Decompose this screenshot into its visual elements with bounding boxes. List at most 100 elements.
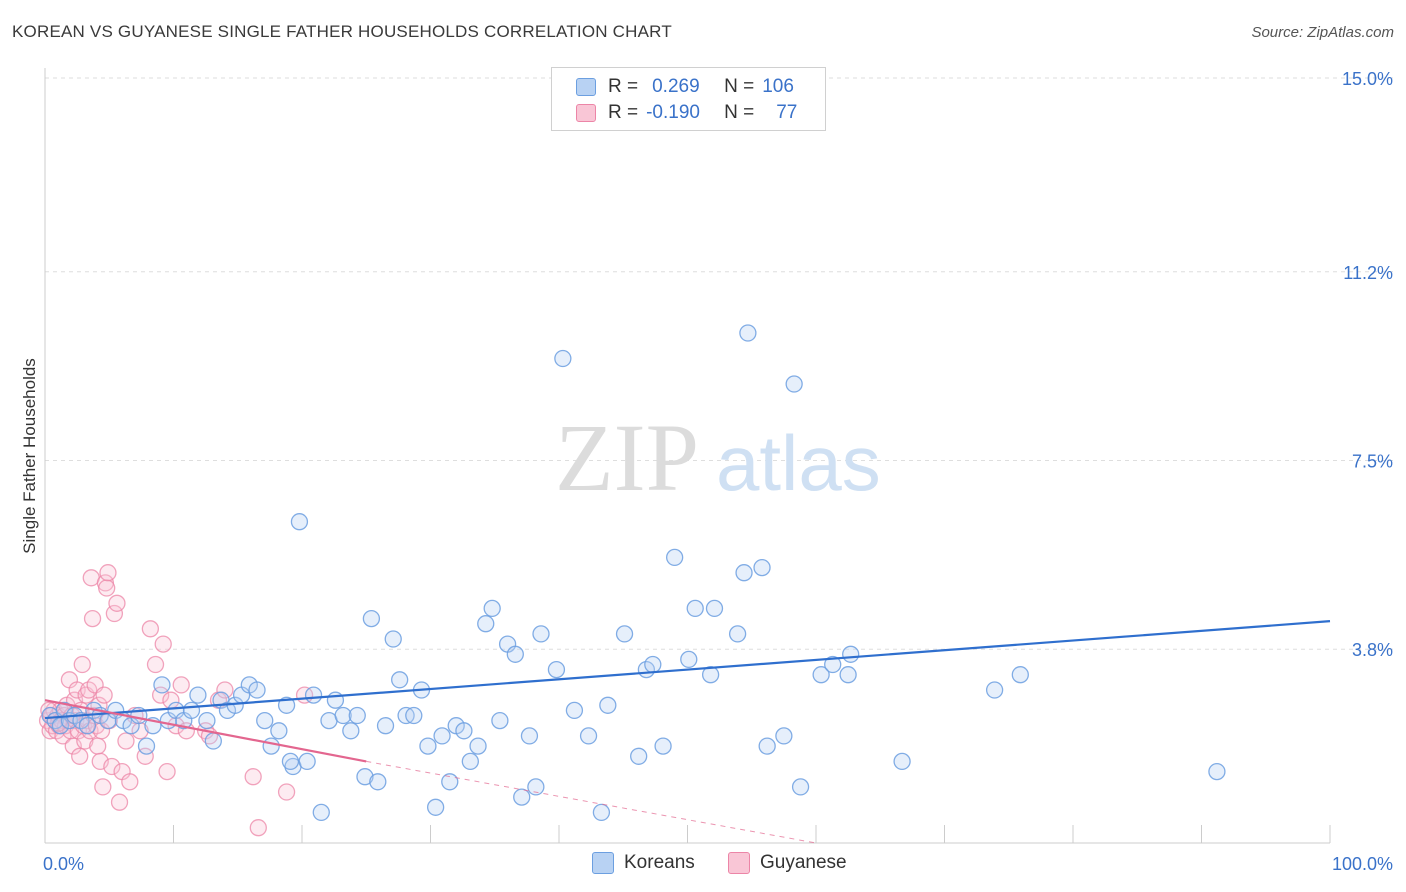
korean-point <box>630 747 648 765</box>
koreans-trend-line <box>44 620 1331 720</box>
korean-point <box>469 737 487 755</box>
korean-point <box>256 711 274 730</box>
guyanese-point <box>172 676 190 694</box>
guyanese-point <box>249 819 267 837</box>
guyanese-point <box>83 609 102 628</box>
koreans-legend-swatch <box>592 852 614 874</box>
koreans-r-label: R = <box>608 76 639 97</box>
guyanese-point <box>141 620 160 638</box>
guyanese-point <box>71 747 89 765</box>
koreans-n-label: N = <box>724 76 755 97</box>
guyanese-point <box>158 762 176 781</box>
korean-point <box>728 625 747 643</box>
korean-point <box>644 655 662 674</box>
guyanese-legend-swatch <box>728 852 750 874</box>
legend-row-koreans: R = 0.269 N = 106 <box>576 76 794 98</box>
korean-point <box>441 773 459 791</box>
guyanese-point <box>95 686 113 704</box>
guyanese-point <box>117 732 135 750</box>
korean-point <box>666 548 684 567</box>
korean-point <box>204 732 222 750</box>
korean-point <box>491 711 509 730</box>
korean-point <box>1011 666 1029 684</box>
y-tick-labels: 3.8% 7.5% 11.2% 15.0% <box>1342 69 1393 660</box>
guyanese-r-label: R = <box>608 102 639 123</box>
korean-point <box>277 696 296 714</box>
korean-point <box>248 681 266 699</box>
korean-point <box>290 513 309 531</box>
korean-point <box>739 324 757 342</box>
bottom-legend-koreans: Koreans <box>592 852 695 874</box>
guyanese-legend-label: Guyanese <box>760 852 847 873</box>
korean-point <box>775 727 793 745</box>
bottom-legend-guyanese: Guyanese <box>728 852 847 874</box>
guyanese-n-label: N = <box>724 102 755 123</box>
korean-point <box>182 701 201 720</box>
guyanese-r-value: -0.190 <box>646 102 700 123</box>
y-tick-label: 3.8% <box>1352 640 1393 660</box>
guyanese-point <box>216 681 234 699</box>
korean-point <box>735 564 753 582</box>
koreans-r-value: 0.269 <box>652 76 700 97</box>
guyanese-point <box>103 757 121 776</box>
y-tick-label: 11.2% <box>1343 263 1393 283</box>
chart-title: KOREAN VS GUYANESE SINGLE FATHER HOUSEHO… <box>12 22 672 41</box>
korean-point <box>477 615 495 633</box>
guyanese-point <box>121 773 139 791</box>
korean-point <box>705 599 724 618</box>
korean-point <box>615 625 634 643</box>
stats-legend: R = 0.269 N = 106 R = -0.190 N = 77 <box>551 67 826 131</box>
watermark-zip: ZIP <box>555 404 699 511</box>
guyanese-point <box>89 737 107 755</box>
korean-point <box>812 666 830 684</box>
korean-point <box>356 768 374 786</box>
guyanese-point <box>94 778 112 796</box>
korean-point <box>426 798 445 816</box>
x-tick-label-max: 100.0% <box>1332 854 1393 874</box>
korean-point <box>369 773 387 791</box>
guyanese-point <box>99 564 117 582</box>
korean-point <box>513 788 531 806</box>
guyanese-trend-extension <box>366 760 817 844</box>
korean-point <box>599 696 617 714</box>
koreans-legend-label: Koreans <box>624 852 695 873</box>
korean-point <box>461 752 479 771</box>
korean-point <box>405 706 423 725</box>
korean-point <box>686 599 704 618</box>
korean-point <box>198 711 216 730</box>
y-tick-label: 15.0% <box>1342 69 1393 89</box>
korean-point <box>1208 762 1226 781</box>
korean-point <box>839 666 857 684</box>
korean-point <box>520 727 539 745</box>
legend-row-guyanese: R = -0.190 N = 77 <box>576 102 797 124</box>
koreans-swatch <box>576 78 596 96</box>
korean-point <box>153 676 171 694</box>
y-axis-label: Single Father Households <box>20 358 39 554</box>
korean-point <box>362 609 381 628</box>
korean-point <box>758 737 776 755</box>
korean-point <box>326 691 345 709</box>
korean-point <box>785 375 803 393</box>
guyanese-trend-line <box>44 699 367 763</box>
guyanese-point <box>73 655 91 674</box>
koreans-n-value: 106 <box>762 76 794 97</box>
guyanese-point <box>244 768 262 786</box>
korean-point <box>483 599 501 618</box>
guyanese-point <box>105 604 124 623</box>
korean-point <box>592 803 611 822</box>
korean-point <box>262 737 280 755</box>
korean-point <box>455 722 473 740</box>
korean-point <box>391 671 409 689</box>
axes <box>44 68 1331 844</box>
koreans-points <box>41 324 1226 822</box>
korean-point <box>78 717 97 735</box>
korean-point <box>824 655 842 674</box>
guyanese-point <box>146 655 165 674</box>
korean-point <box>506 645 524 663</box>
korean-point <box>312 803 330 822</box>
gridlines <box>45 77 1395 650</box>
guyanese-n-value: 77 <box>776 102 798 123</box>
korean-point <box>547 660 566 679</box>
guyanese-point <box>108 594 126 612</box>
korean-point <box>554 349 572 368</box>
